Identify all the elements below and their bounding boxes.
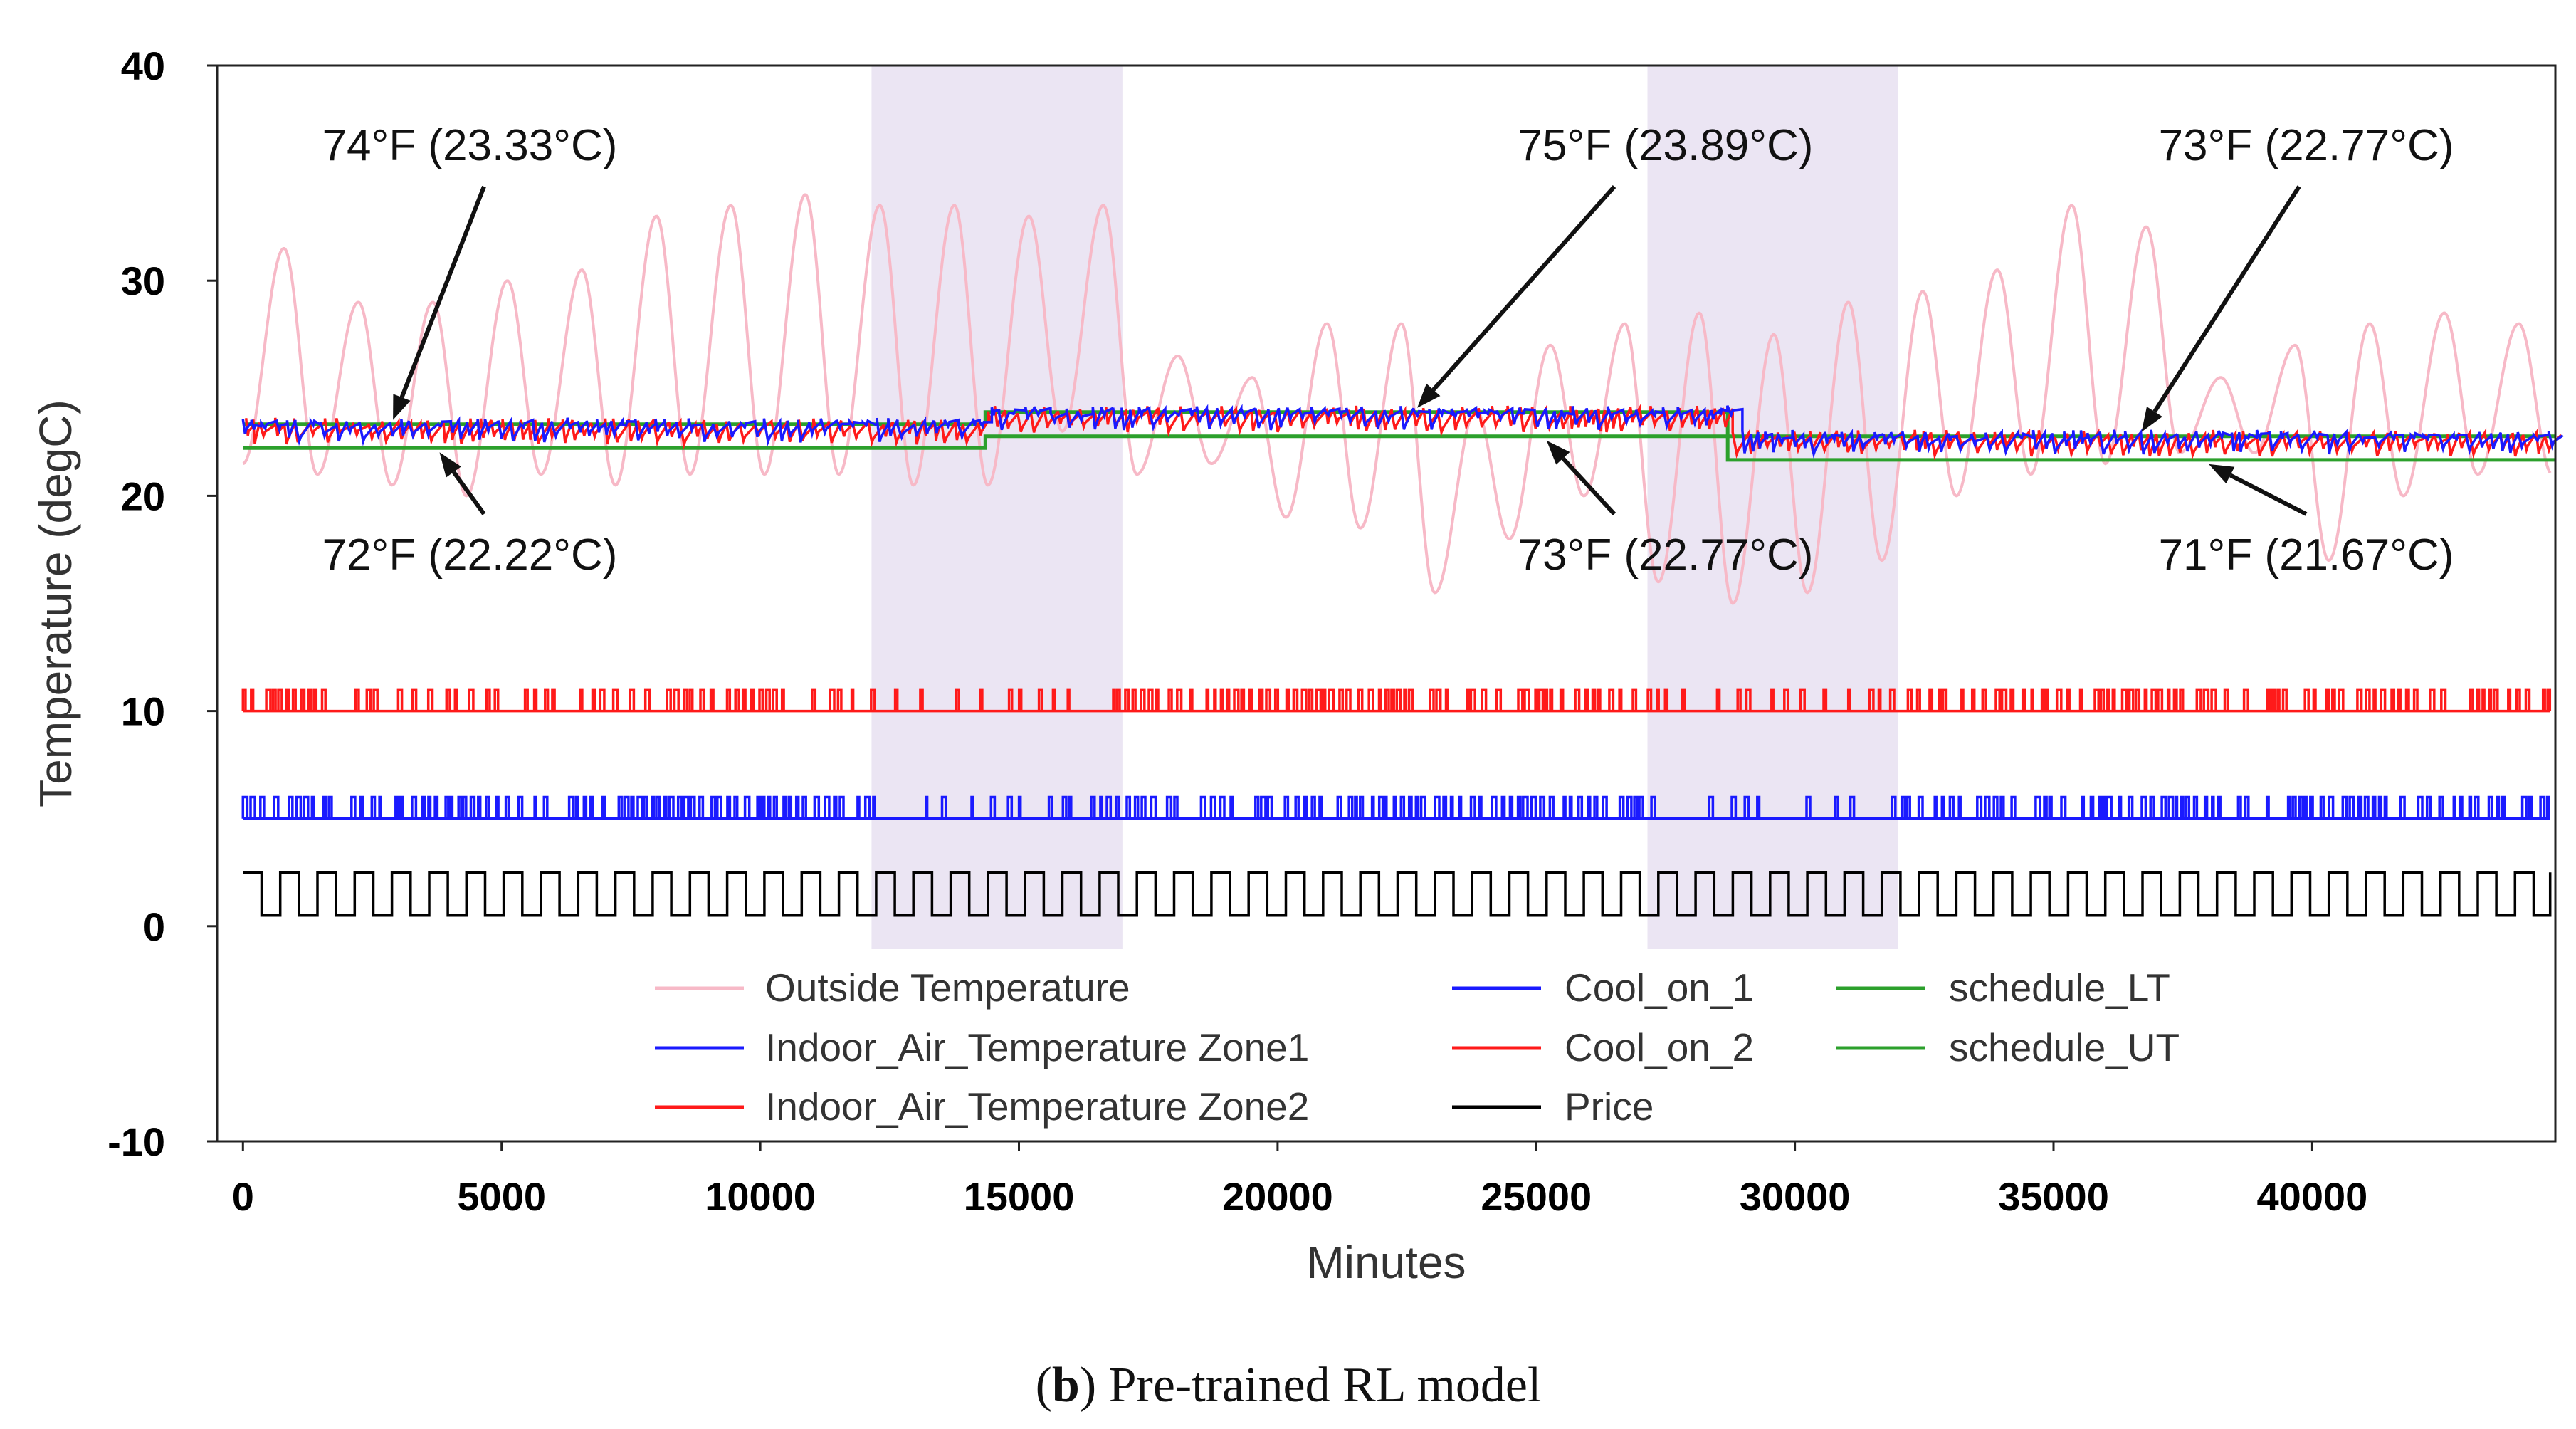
x-tick-label: 0 <box>232 1174 254 1219</box>
annotation-arrowhead-1 <box>393 394 411 420</box>
annotation-arrowhead-4 <box>1546 440 1570 465</box>
x-tick-label: 25000 <box>1481 1174 1592 1219</box>
y-tick-label: 30 <box>121 258 165 303</box>
annotation-label-3: 75°F (23.89°C) <box>1518 121 1814 170</box>
annotation-arrowhead-5 <box>2141 407 2162 432</box>
figure-caption: (b) Pre-trained RL model <box>1036 1358 1542 1413</box>
annotation-label-6: 71°F (21.67°C) <box>2159 530 2454 580</box>
annotation-arrow-1 <box>399 185 486 399</box>
series-indoor-air-temperature-zone1 <box>241 404 2564 459</box>
caption-text: Pre-trained RL model <box>1109 1358 1542 1413</box>
x-tick-label: 40000 <box>2257 1174 2368 1219</box>
x-tick-label: 5000 <box>457 1174 546 1219</box>
annotation-label-5: 73°F (22.77°C) <box>2159 121 2454 170</box>
annotation-label-1: 74°F (23.33°C) <box>322 121 618 170</box>
shaded-region-1 <box>871 66 1123 949</box>
legend-label-price: Price <box>1565 1084 1654 1129</box>
axes: -10 0 10 20 30 40 0 5000 10000 15000 20000 25000 300… <box>30 43 2557 1288</box>
x-tick-label: 20000 <box>1222 1174 1333 1219</box>
annotation-arrowhead-2 <box>439 452 461 478</box>
shaded-region-2 <box>1647 66 1898 949</box>
annotation-arrow-4 <box>1561 456 1616 516</box>
x-tick-label: 15000 <box>964 1174 1075 1219</box>
annotation-arrow-2 <box>451 471 486 515</box>
plot-frame <box>216 64 2557 1143</box>
x-tick-label: 35000 <box>1998 1174 2109 1219</box>
legend-label-cool-on-2: Cool_on_2 <box>1565 1025 1754 1069</box>
annotation-label-4: 73°F (22.77°C) <box>1518 530 1814 580</box>
shaded-regions <box>871 66 1898 949</box>
annotation-arrow-3 <box>1431 185 1616 392</box>
y-tick-label: 20 <box>121 473 165 518</box>
annotation-label-2: 72°F (22.22°C) <box>322 530 618 580</box>
series-cool-on-1 <box>241 795 2550 820</box>
y-tick-label: 0 <box>143 904 165 949</box>
annotation-arrowhead-3 <box>1417 383 1441 408</box>
legend-box <box>655 958 2207 1141</box>
legend-label-indoor-air-temperature-zone2: Indoor_Air_Temperature Zone2 <box>765 1084 1309 1129</box>
series-cool-on-2 <box>241 688 2552 713</box>
legend-label-schedule-lt: schedule_LT <box>1949 965 2170 1010</box>
x-axis-label: Minutes <box>1306 1237 1466 1288</box>
legend-label-cool-on-1: Cool_on_1 <box>1565 965 1754 1010</box>
series-price <box>243 871 2552 917</box>
annotation-arrow-5 <box>2152 185 2301 413</box>
x-tick-label: 10000 <box>705 1174 816 1219</box>
y-tick-label: 10 <box>121 689 165 734</box>
series-schedule-lt <box>243 434 2555 462</box>
annotations: 74°F (23.33°C) 72°F (22.22°C) 75°F (23.89°… <box>322 121 2454 580</box>
annotation-arrowhead-6 <box>2209 464 2235 483</box>
legend-label-outside-temperature: Outside Temperature <box>765 965 1130 1010</box>
y-tick-label: -10 <box>107 1119 165 1164</box>
y-tick-label: 40 <box>121 43 165 88</box>
caption: (b) Pre-trained RL model <box>1036 1358 1542 1413</box>
annotation-arrow-6 <box>2229 473 2308 516</box>
legend-label-schedule-ut: schedule_UT <box>1949 1025 2180 1069</box>
x-tick-label: 30000 <box>1740 1174 1851 1219</box>
y-axis-label: Temperature (degC) <box>30 399 81 807</box>
caption-label: b <box>1052 1358 1080 1413</box>
legend-label-indoor-air-temperature-zone1: Indoor_Air_Temperature Zone1 <box>765 1025 1309 1069</box>
series-outside-temperature <box>242 193 2552 605</box>
legend: Outside Temperature Indoor_Air_Temperatur… <box>655 958 2207 1141</box>
series-layer <box>241 193 2564 917</box>
